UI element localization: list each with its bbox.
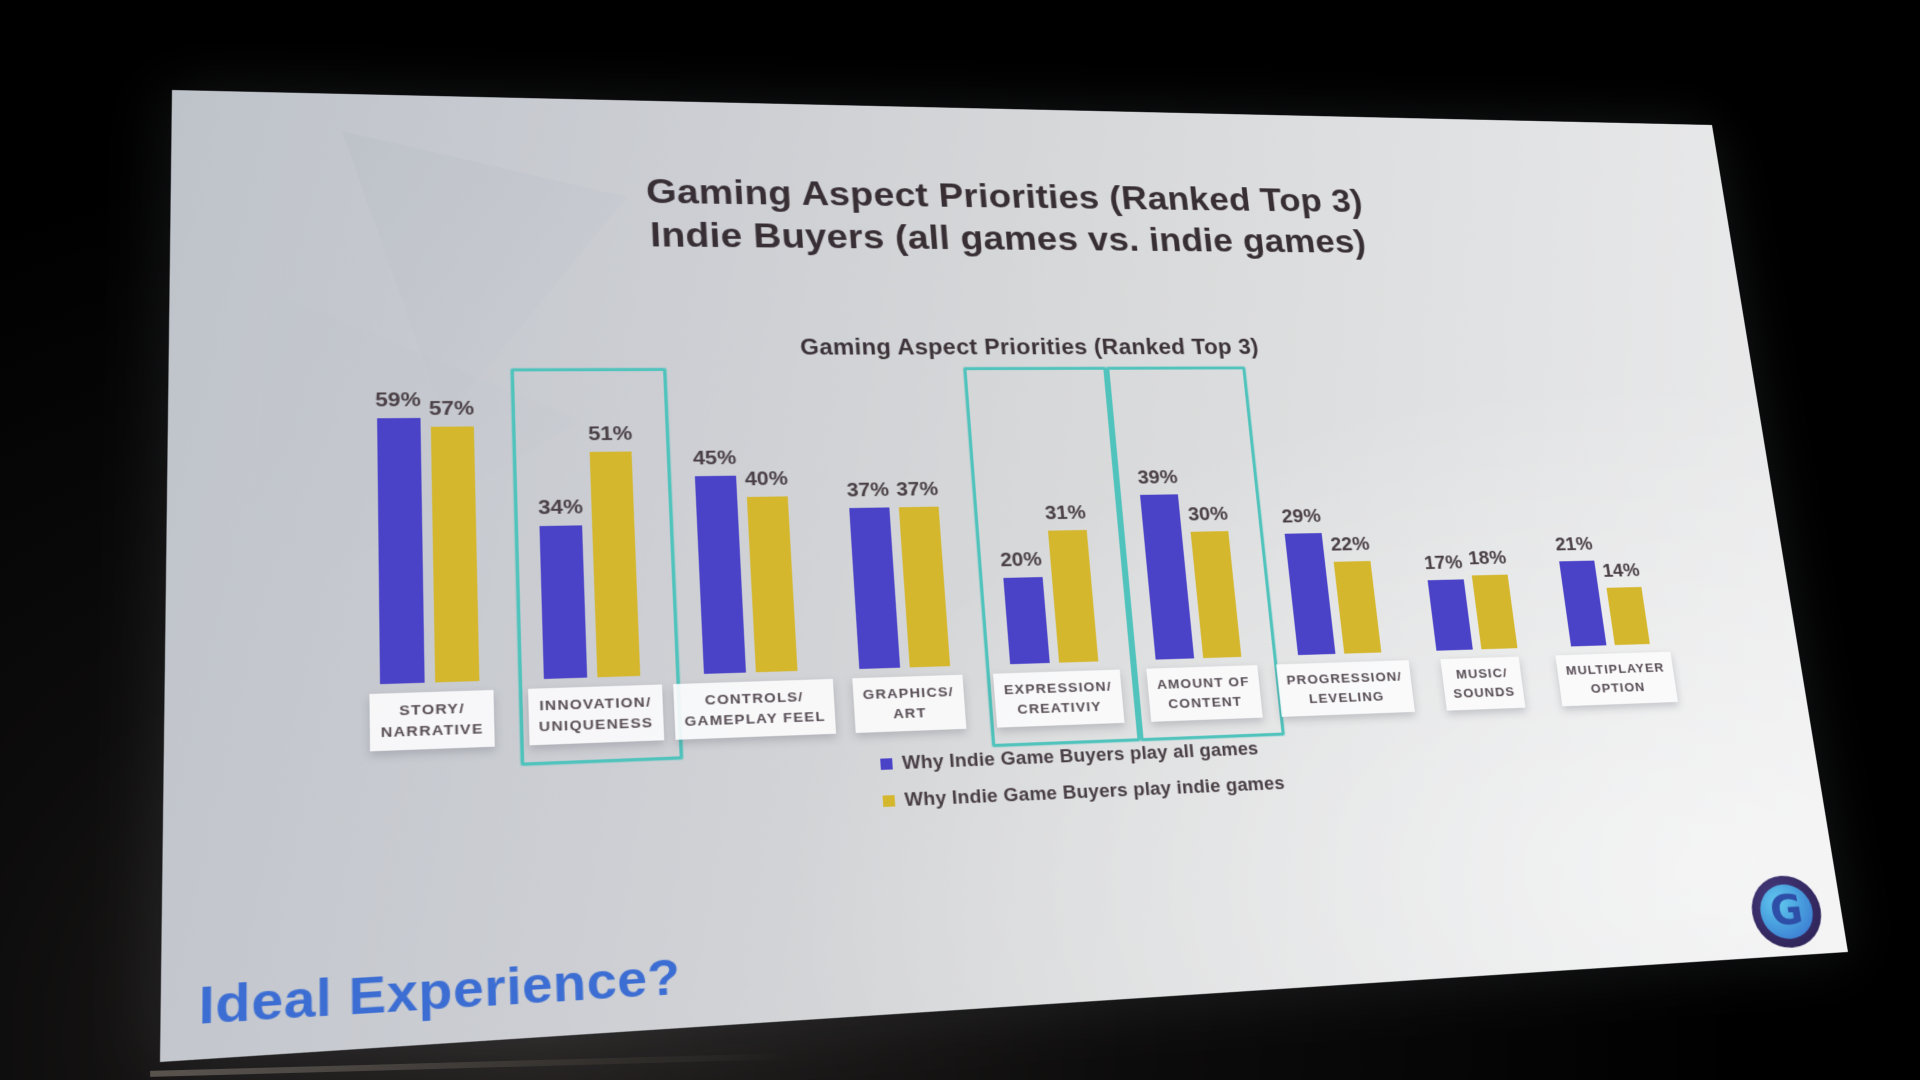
category-label-card: EXPRESSION/CREATIVIY	[993, 669, 1125, 728]
category-label-line: CREATIVIY	[1016, 698, 1103, 717]
projected-slide: Gaming Aspect Priorities (Ranked Top 3) …	[160, 90, 1848, 1063]
bar-all-games	[1002, 577, 1050, 665]
bar-all-games	[1427, 579, 1473, 651]
bar-indie-games	[1333, 561, 1382, 654]
bar-value-label: 37%	[895, 478, 939, 501]
category-label-wrap: MULTIPLAYER OPTION	[1524, 651, 1708, 708]
legend-label: Why Indie Game Buyers play indie games	[903, 773, 1286, 811]
legend-swatch-yellow	[882, 795, 896, 807]
category-label-card: GRAPHICS/ART	[852, 674, 967, 734]
bar-value-label: 29%	[1280, 506, 1322, 528]
bar-value-label: 14%	[1601, 560, 1641, 582]
category-label-line: SOUNDS	[1452, 683, 1516, 701]
bar-value-label: 51%	[587, 423, 633, 446]
bar-indie-games	[746, 496, 798, 673]
bar-value-label: 22%	[1329, 533, 1371, 556]
bar-all-games	[376, 417, 425, 685]
logo-letter-g: G	[1766, 885, 1807, 935]
bar-indie-games	[1606, 586, 1650, 646]
category-label-line: CONTENT	[1167, 693, 1243, 711]
bar-value-label: 40%	[744, 468, 789, 491]
category-label-line: UNIQUENESS	[538, 714, 654, 734]
legend-item-indie-games: Why Indie Game Buyers play indie games	[882, 773, 1286, 812]
bar-value-label: 18%	[1467, 547, 1508, 569]
bar-indie-games	[589, 451, 641, 678]
bar-indie-games	[430, 426, 479, 683]
category-label-card: MUSIC/SOUNDS	[1440, 656, 1526, 711]
category-label-line: NARRATIVE	[380, 720, 484, 740]
bar-indie-games	[1471, 574, 1518, 650]
bar-value-label: 45%	[692, 447, 737, 470]
bar-all-games	[694, 475, 746, 674]
bar-value-label: 39%	[1136, 467, 1179, 489]
category-label-card: AMOUNT OF CONTENT	[1146, 665, 1263, 722]
category-label-line: GAMEPLAY FEEL	[684, 708, 826, 729]
bar-value-label: 20%	[999, 549, 1043, 572]
bar-chart: 59% 57% STORY/NARRATIVE 34% 51% INNOVATION/UN…	[160, 90, 1848, 1062]
category-label-line: GRAPHICS/	[862, 684, 955, 703]
bar-value-label: 30%	[1187, 503, 1229, 526]
bar-value-label: 57%	[428, 397, 475, 420]
category-label-line: MUSIC/	[1455, 665, 1509, 682]
category-label-line: ART	[892, 704, 928, 721]
category-label-line: MULTIPLAYER	[1565, 660, 1666, 678]
bar-all-games	[848, 507, 900, 669]
bar-indie-games	[898, 506, 950, 668]
legend-swatch-blue	[880, 758, 893, 770]
category-label-card: MULTIPLAYER OPTION	[1555, 651, 1678, 707]
category-label-card: INNOVATION/UNIQUENESS	[527, 684, 665, 746]
category-label-line: OPTION	[1589, 679, 1647, 696]
company-logo-inner-circle: G	[1756, 883, 1817, 941]
bar-value-label: 34%	[537, 496, 584, 520]
category-label-line: LEVELING	[1308, 688, 1386, 706]
bar-all-games	[539, 525, 588, 679]
bar-value-label: 21%	[1554, 534, 1594, 556]
bar-value-label: 31%	[1044, 502, 1087, 525]
category-label-card: STORY/NARRATIVE	[369, 689, 495, 752]
